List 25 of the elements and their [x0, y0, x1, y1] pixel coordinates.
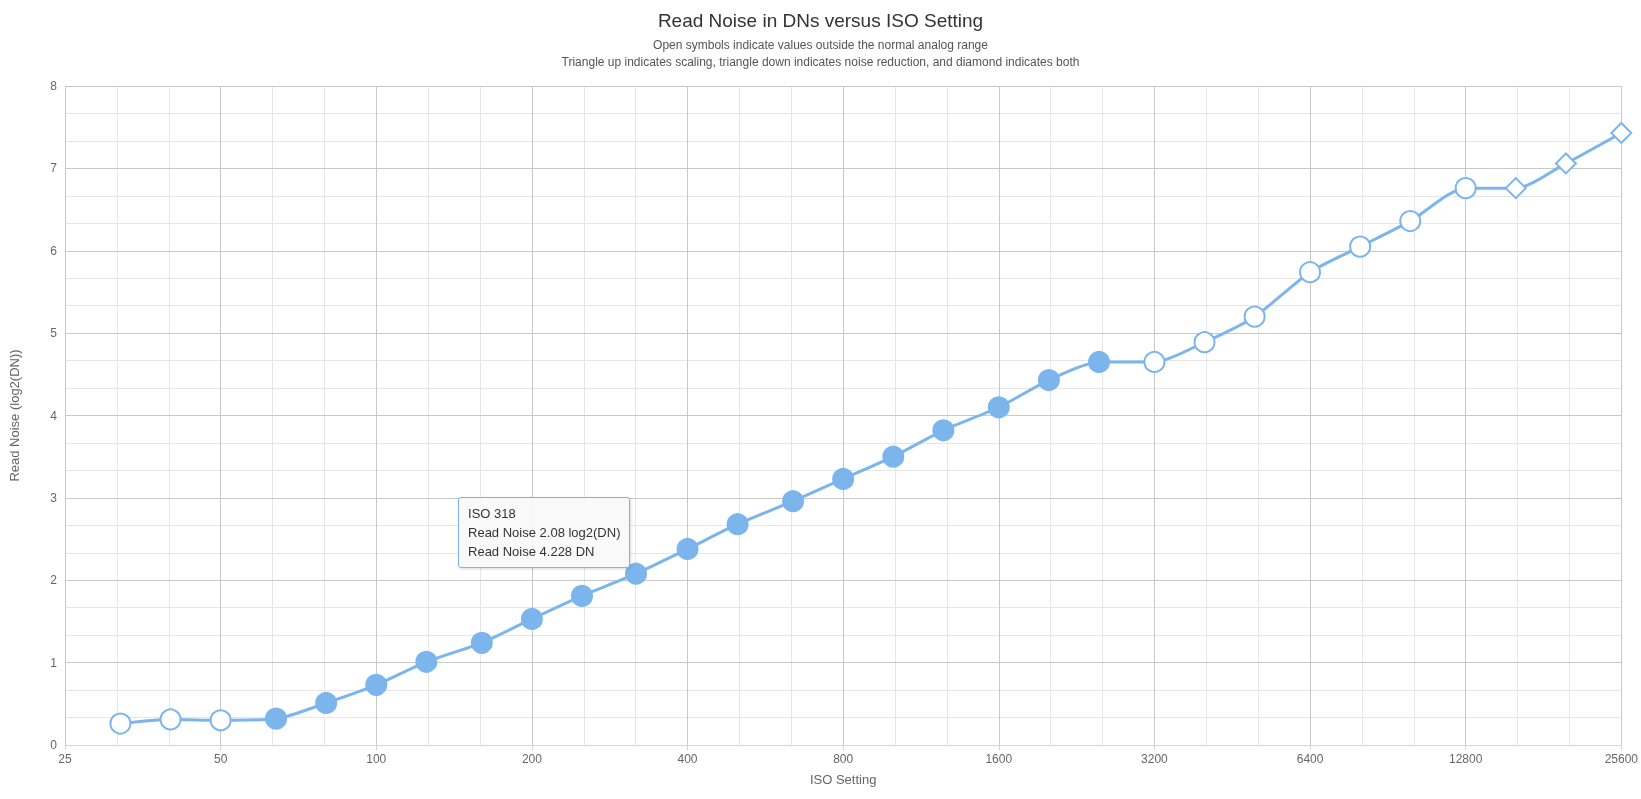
x-tick-label: 100	[366, 752, 387, 766]
y-tick-label: 2	[50, 573, 58, 588]
x-tick-label: 800	[833, 752, 854, 766]
x-tick-label: 6400	[1296, 752, 1324, 766]
annotation: ISO 318 Read Noise 2.08 log2(DN) Read Noise 4.228 DN	[458, 496, 631, 568]
y-tick-label: 5	[50, 326, 58, 341]
y-tick-label: 7	[50, 161, 58, 176]
x-axis-title: ISO Setting	[809, 772, 877, 787]
chart-subtitle: Open symbols indicate values outside the normal analog range Triangle up indicates scaling, triangle down indicates noise reduction, and diamond indicates both	[561, 37, 1080, 69]
y-tick-label: 1	[50, 655, 58, 670]
x-tick-label: 12800	[1449, 752, 1483, 766]
x-tick-label: 25	[58, 752, 72, 766]
x-tick-label: 400	[677, 752, 698, 766]
x-tick-label: 1600	[985, 752, 1013, 766]
y-tick-label: 0	[50, 738, 58, 752]
x-tick-label: 3200	[1141, 752, 1169, 766]
x-tick-label: 25600	[1604, 752, 1639, 766]
x-tick-label: 50	[213, 752, 228, 766]
y-tick-label: 3	[50, 490, 58, 505]
y-axis-title: Read Noise (log2(DN))	[7, 349, 22, 482]
y-tick-label: 6	[50, 243, 58, 258]
chart-title: Read Noise in DNs versus ISO Setting	[657, 10, 984, 31]
y-tick-label: 4	[50, 408, 58, 423]
x-tick-label: 200	[521, 752, 543, 766]
y-tick-label: 8	[50, 79, 58, 93]
